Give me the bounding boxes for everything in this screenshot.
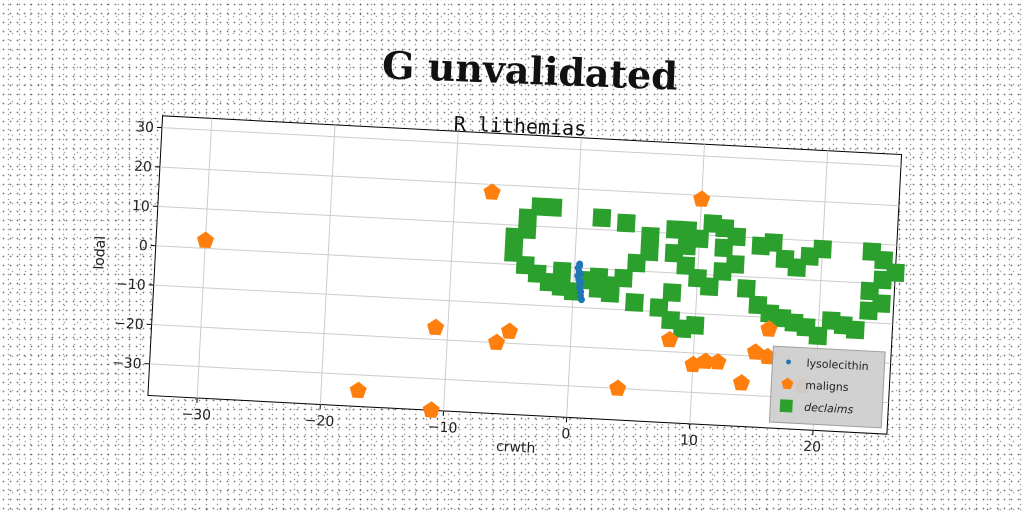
legend-label: declaims [804,401,854,417]
declaims-point [543,197,563,217]
maligns-point [661,330,679,348]
x-tick-label: −10 [427,419,457,437]
grid-line-y [159,166,899,207]
declaims-point [504,227,524,247]
x-tick-label: 0 [561,426,571,442]
declaims-point [845,320,865,340]
declaims-point [662,283,682,303]
grid-line-x [196,118,213,399]
y-axis-label: lodal [91,235,109,270]
declaims-point [813,239,832,259]
declaims-point [589,267,609,287]
grid-line-y [149,363,889,404]
x-tick-label: 20 [803,439,822,456]
legend-label: lysolecithin [806,357,869,373]
plot-group: −30 −20 −10 0 10 20 30 −30 −20 −10 0 10 20 crwth lo… [91,115,905,457]
maligns-point [488,333,506,351]
legend-box [768,345,886,429]
declaims-point [592,208,612,228]
y-tick-label: 10 [132,198,151,215]
declaims-point [640,226,660,246]
y-tick-label: −20 [114,316,144,334]
data-marks [197,183,905,418]
grid-line-x [443,131,459,411]
y-tick-label: −10 [116,276,146,294]
declaims-point [639,242,659,262]
maligns-point [693,190,711,207]
declaims-point [685,315,705,335]
maligns-point [760,320,778,337]
x-axis: −30 −20 −10 0 10 20 [181,397,822,456]
maligns-point [759,347,777,365]
y-tick-label: 0 [138,238,148,254]
maligns-point [609,379,627,396]
declaims-point [736,279,756,299]
lysolecithin-point [577,296,585,304]
declaims-point [624,293,644,312]
legend-label: maligns [805,379,849,394]
maligns-point [483,183,501,200]
maligns-point [197,231,215,249]
y-tick-label: 30 [136,119,155,136]
declaims-point [763,233,783,253]
x-tick-label: −30 [181,406,211,424]
maligns-point [732,374,751,391]
x-tick-label: −20 [304,413,334,431]
declaims-point [699,277,719,297]
plot-area [147,115,903,435]
declaims-point [862,242,882,262]
declaims-point [725,254,745,274]
y-tick-label: −30 [112,355,142,373]
lysolecithin-point [576,262,584,270]
declaims-point [613,268,633,288]
grid-line-x [319,124,336,405]
maligns-point [501,322,519,340]
declaims-point [552,261,572,281]
grid-line-x [566,137,582,418]
maligns-point [349,381,367,399]
y-axis: −30 −20 −10 0 10 20 30 [112,119,162,373]
grid-line-y [161,127,901,167]
lysolecithin-point [576,270,584,278]
legend-marker [779,399,793,413]
declaims-point [808,326,828,346]
lysolecithin-point [577,278,585,286]
maligns-point [697,352,715,370]
legend-marker [781,377,794,390]
maligns-point [422,401,440,418]
maligns-point [684,355,702,373]
x-axis-label: crwth [496,439,536,457]
maligns-point [427,318,445,336]
y-tick-label: 20 [134,159,153,176]
x-tick-label: 10 [680,432,699,449]
declaims-point [616,213,636,233]
declaims-point [727,227,747,247]
maligns-point [709,353,727,370]
legend: lysolecithin maligns declaims [768,345,886,429]
legend-marker [786,359,792,365]
